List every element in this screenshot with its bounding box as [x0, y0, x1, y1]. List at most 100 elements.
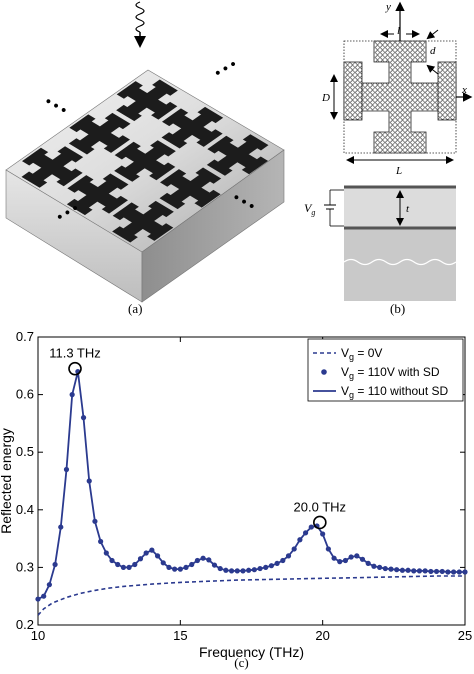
y-tick-label: 0.3	[16, 559, 34, 574]
unit-cell-cross	[343, 40, 457, 154]
series-point-110v-with-sd	[177, 566, 183, 572]
series-point-110v-with-sd	[416, 568, 423, 574]
caption-a: (a)	[128, 301, 142, 316]
label-x: x	[461, 84, 467, 96]
legend-label: Vg = 0V	[341, 346, 382, 362]
series-point-110v-with-sd	[69, 392, 75, 398]
series-point-110v-with-sd	[354, 553, 360, 559]
y-axis-label: Reflected energy	[0, 428, 14, 534]
series-point-110v-with-sd	[137, 556, 144, 562]
label-d: d	[430, 45, 436, 57]
series-point-110v-with-sd	[172, 566, 178, 572]
legend-item: Vg = 110V with SD	[321, 365, 440, 381]
reflected-energy-chart: 10 15 20 25 0.2 0.3 0.4 0.5 0.6 0.7 Frequency (THz…	[0, 329, 472, 670]
series-point-110v-with-sd	[320, 531, 326, 537]
legend-swatch	[321, 369, 327, 375]
series-point-110v-with-sd	[382, 565, 388, 572]
figure-panels-ab: • • • • • • • • • • • • (a) y x l d D	[5, 1, 473, 316]
series-point-110v-with-sd	[58, 524, 64, 530]
series-point-110v-with-sd	[126, 564, 132, 570]
peak-annotation-label: 20.0 THz	[294, 499, 347, 514]
series-point-110v-with-sd	[439, 568, 445, 575]
series-point-110v-with-sd	[63, 466, 70, 473]
x-axis-label: Frequency (THz)	[199, 644, 304, 660]
legend-label: Vg = 110V with SD	[341, 365, 440, 381]
caption-c: (c)	[234, 655, 248, 670]
series-point-110v-with-sd	[251, 567, 257, 573]
series-point-110v-with-sd	[285, 553, 292, 559]
peak-annotation-label: 11.3 THz	[49, 346, 101, 361]
series-point-110v-with-sd	[80, 415, 87, 421]
y-tick-label: 0.2	[16, 617, 34, 632]
series-point-110v-with-sd	[234, 568, 240, 574]
series-point-110v-with-sd	[394, 567, 400, 573]
series-point-110v-with-sd	[302, 530, 309, 536]
label-y: y	[385, 1, 391, 13]
y-tick-label: 0.6	[16, 387, 34, 402]
series-point-110v-with-sd	[456, 569, 462, 575]
series-point-110v-with-sd	[268, 563, 275, 569]
series-point-110v-with-sd	[240, 568, 246, 574]
series-point-110v-with-sd	[228, 568, 235, 574]
graphene-pattern	[21, 79, 269, 243]
series-line-0V	[38, 575, 465, 616]
series-line-110-without-sd	[38, 371, 465, 600]
x-tick-label: 20	[315, 628, 329, 643]
series-point-110v-with-sd	[337, 559, 343, 565]
series-point-110v-with-sd	[115, 561, 121, 568]
series-point-110v-with-sd	[206, 557, 212, 563]
series-point-110v-with-sd	[291, 546, 297, 552]
legend-item: Vg = 0V	[313, 346, 382, 362]
series-point-110v-with-sd	[342, 557, 349, 564]
plot-area-frame	[37, 336, 466, 626]
series-point-110v-with-sd	[399, 567, 405, 573]
series-point-110v-with-sd	[274, 560, 280, 566]
series-point-110v-with-sd	[223, 567, 229, 573]
series-point-110v-with-sd	[411, 568, 417, 574]
series-point-110v-with-sd	[377, 564, 383, 570]
cross-section: Vg t	[304, 185, 457, 301]
legend-label: Vg = 110 without SD	[341, 384, 449, 400]
series-point-110v-with-sd	[263, 564, 269, 570]
series-point-110v-with-sd	[246, 567, 252, 573]
ellipsis-top-left: • • •	[43, 93, 71, 118]
series-point-110v-with-sd	[428, 568, 434, 575]
label-Vg: Vg	[304, 201, 315, 217]
y-tick-label: 0.5	[16, 444, 34, 459]
series-point-110v-with-sd	[103, 550, 109, 556]
series-point-110v-with-sd	[52, 561, 58, 568]
series-point-110v-with-sd	[92, 518, 98, 524]
series-point-110v-with-sd	[405, 567, 411, 573]
label-D: D	[321, 92, 330, 104]
y-tick-label: 0.7	[16, 329, 34, 344]
series-point-110v-with-sd	[120, 564, 126, 570]
series-point-110v-with-sd	[388, 566, 394, 572]
series-point-110v-with-sd	[35, 596, 41, 602]
series-point-110v-with-sd	[359, 556, 366, 562]
series-point-110v-with-sd	[160, 560, 166, 566]
series-point-110v-with-sd	[280, 557, 286, 564]
label-L: L	[395, 165, 402, 177]
series-point-110v-with-sd	[183, 564, 189, 570]
series-point-110v-with-sd	[98, 538, 104, 545]
series-point-110v-with-sd	[194, 557, 201, 564]
series-point-110v-with-sd	[348, 554, 354, 560]
series-point-110v-with-sd	[86, 478, 92, 484]
series-point-110v-with-sd	[149, 547, 155, 553]
series-point-110v-with-sd	[154, 553, 161, 559]
legend-item: Vg = 110 without SD	[313, 384, 449, 400]
substrate-break-icon	[343, 258, 457, 266]
series-point-110v-with-sd	[445, 569, 451, 575]
label-t: t	[406, 203, 410, 215]
peak-marker-circle	[313, 515, 327, 530]
series-point-110v-with-sd	[257, 565, 263, 572]
series-point-110v-with-sd	[211, 562, 218, 568]
series-point-110v-with-sd	[325, 546, 331, 552]
series-point-110v-with-sd	[217, 565, 223, 572]
series-point-110v-with-sd	[297, 537, 303, 543]
series-point-110v-with-sd	[132, 561, 138, 568]
panel-b: y x l d D L	[304, 1, 473, 316]
peak-marker-circle	[68, 361, 82, 376]
series-point-110v-with-sd	[200, 555, 206, 561]
panel-a: • • • • • • • • • • • • (a)	[5, 1, 285, 316]
